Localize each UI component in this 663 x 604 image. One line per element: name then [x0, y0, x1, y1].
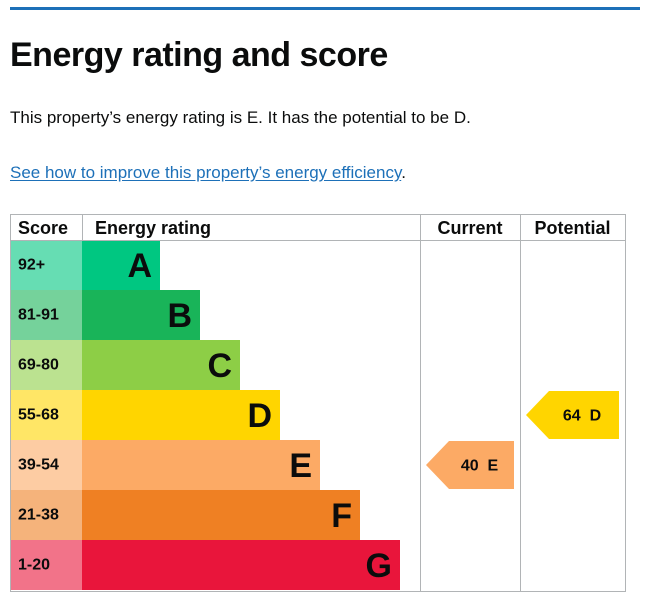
score-cell-d: [11, 390, 82, 440]
score-range-b: 81-91: [18, 307, 59, 324]
rating-letter-g: G: [366, 547, 392, 585]
score-cell-e: [11, 440, 82, 490]
rating-letter-b: B: [167, 297, 192, 335]
rating-bar-d: [82, 390, 280, 440]
rating-bar-c: [82, 340, 240, 390]
rating-letter-a: A: [127, 247, 152, 285]
rating-letter-c: C: [207, 347, 232, 385]
improve-efficiency-link[interactable]: See how to improve this property’s energ…: [10, 163, 402, 182]
header-score: Score: [18, 218, 68, 238]
potential-rating-tag: [526, 391, 619, 439]
score-range-f: 21-38: [18, 507, 59, 524]
score-range-a: 92+: [18, 257, 45, 274]
rating-bar-f: [82, 490, 360, 540]
rating-letter-f: F: [331, 497, 352, 535]
score-cell-g: [11, 540, 82, 590]
score-range-e: 39-54: [18, 457, 59, 474]
header-potential: Potential: [534, 218, 610, 238]
current-rating-label: 40 E: [461, 458, 499, 475]
page-title: Energy rating and score: [10, 36, 388, 74]
rating-bar-b: [82, 290, 200, 340]
score-range-g: 1-20: [18, 557, 50, 574]
score-cell-f: [11, 490, 82, 540]
rating-bar-e: [82, 440, 320, 490]
rating-summary: This property’s energy rating is E. It h…: [10, 108, 471, 127]
score-range-c: 69-80: [18, 357, 59, 374]
current-rating-tag: [426, 441, 514, 489]
energy-rating-chart: Score Energy rating Current Potential 92+ A 81…: [10, 214, 626, 592]
header-energy-rating: Energy rating: [95, 218, 211, 238]
rating-letter-d: D: [247, 397, 272, 435]
score-cell-a: [11, 240, 82, 290]
improve-link-suffix: .: [401, 163, 406, 182]
top-rule: [10, 7, 640, 10]
score-cell-c: [11, 340, 82, 390]
energy-rating-chart-svg: Score Energy rating Current Potential 92+ A 81…: [10, 214, 626, 592]
header-current: Current: [437, 218, 502, 238]
rating-letter-e: E: [289, 447, 312, 485]
rating-bar-a: [82, 240, 160, 290]
potential-rating-label: 64 D: [563, 408, 601, 425]
rating-bar-g: [82, 540, 400, 590]
score-range-d: 55-68: [18, 407, 59, 424]
improve-paragraph: See how to improve this property’s energ…: [10, 163, 406, 183]
score-cell-b: [11, 290, 82, 340]
